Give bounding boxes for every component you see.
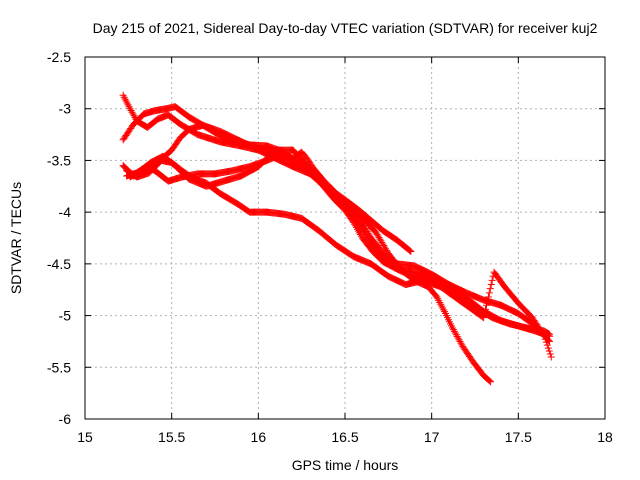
- data-point: [545, 347, 553, 355]
- data-point: [483, 301, 491, 309]
- y-tick-label: -5.5: [47, 359, 71, 375]
- y-tick-label: -5: [59, 308, 72, 324]
- data-point: [544, 330, 552, 338]
- x-axis: 15 15.5 16 16.5 17 17.5 18: [77, 57, 613, 445]
- y-tick-label: -4.5: [47, 256, 71, 272]
- data-point: [542, 338, 550, 346]
- data-point: [543, 341, 551, 349]
- chart-title: Day 215 of 2021, Sidereal Day-to-day VTE…: [93, 20, 598, 36]
- x-tick-label: 16: [251, 429, 267, 445]
- y-tick-label: -3: [59, 101, 72, 117]
- x-tick-label: 15.5: [158, 429, 185, 445]
- data-point: [540, 332, 548, 340]
- data-series: [119, 91, 555, 386]
- data-point: [486, 377, 494, 385]
- data-point: [407, 247, 415, 255]
- data-point: [539, 331, 547, 339]
- y-tick-label: -4: [59, 204, 72, 220]
- x-tick-label: 17.5: [505, 429, 532, 445]
- data-point: [547, 353, 555, 361]
- data-point: [406, 247, 414, 255]
- data-point: [488, 276, 496, 284]
- data-point: [546, 330, 554, 338]
- x-tick-label: 16.5: [331, 429, 358, 445]
- data-point: [129, 110, 137, 118]
- y-axis: -2.5 -3 -3.5 -4 -4.5 -5 -5.5 -6: [47, 49, 605, 427]
- x-tick-label: 17: [424, 429, 440, 445]
- data-point: [126, 105, 134, 113]
- series-track-2: [119, 103, 554, 345]
- data-point: [483, 297, 491, 305]
- y-tick-label: -6: [59, 411, 72, 427]
- data-point: [487, 378, 495, 386]
- data-point: [481, 310, 489, 318]
- data-point: [486, 285, 494, 293]
- data-point: [128, 108, 136, 116]
- data-point: [130, 112, 138, 120]
- data-point: [485, 289, 493, 297]
- data-point: [546, 337, 554, 345]
- series-track-5: [126, 146, 495, 386]
- data-point: [541, 335, 549, 343]
- data-point: [544, 344, 552, 352]
- x-tick-label: 15: [77, 429, 93, 445]
- x-tick-label: 18: [597, 429, 613, 445]
- y-tick-label: -3.5: [47, 152, 71, 168]
- series-track-6: [119, 121, 555, 361]
- data-point: [127, 106, 135, 114]
- data-point: [487, 281, 495, 289]
- data-point: [484, 293, 492, 301]
- data-point: [480, 314, 488, 322]
- data-point: [482, 305, 490, 313]
- data-point: [546, 350, 554, 358]
- x-axis-title: GPS time / hours: [292, 457, 399, 473]
- y-tick-label: -2.5: [47, 49, 71, 65]
- y-axis-title: SDTVAR / TECUs: [8, 182, 24, 294]
